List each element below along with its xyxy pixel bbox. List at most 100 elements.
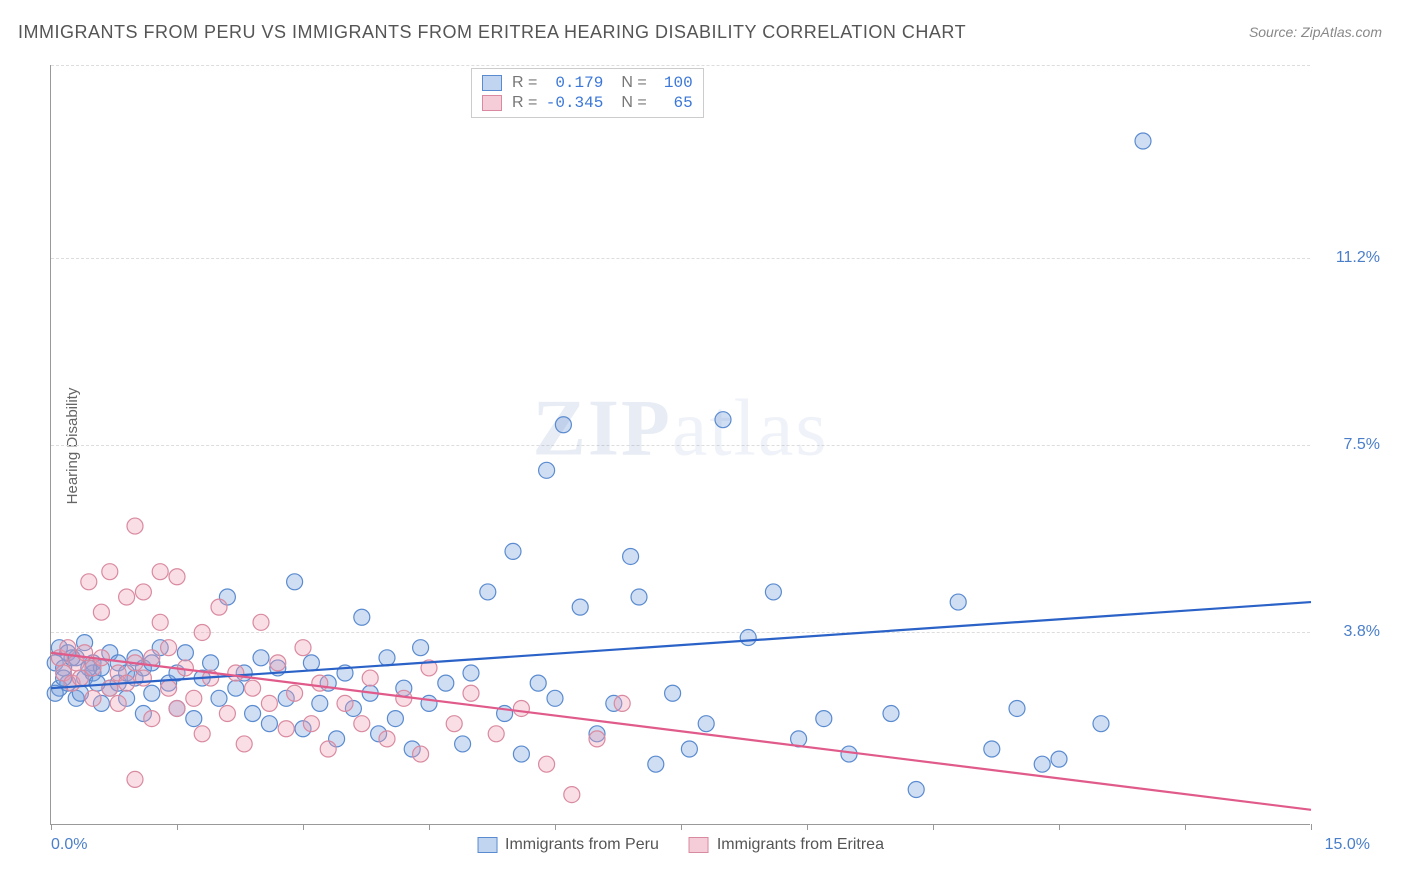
stat-r-label: R = bbox=[512, 74, 537, 92]
x-tick-max-label: 15.0% bbox=[1325, 836, 1370, 854]
scatter-point bbox=[488, 726, 504, 742]
scatter-point bbox=[295, 640, 311, 656]
scatter-point bbox=[127, 518, 143, 534]
scatter-point bbox=[152, 564, 168, 580]
scatter-point bbox=[1009, 700, 1025, 716]
scatter-point bbox=[623, 548, 639, 564]
stats-legend-row: R = 0.179 N = 100 bbox=[482, 73, 693, 93]
scatter-point bbox=[354, 716, 370, 732]
x-tick-min-label: 0.0% bbox=[51, 836, 87, 854]
scatter-point bbox=[102, 564, 118, 580]
stat-r-value: -0.345 bbox=[543, 94, 603, 112]
scatter-point bbox=[413, 640, 429, 656]
scatter-point bbox=[287, 574, 303, 590]
scatter-point bbox=[908, 782, 924, 798]
stat-n-value: 100 bbox=[653, 74, 693, 92]
trend-line bbox=[51, 653, 1311, 810]
legend-swatch bbox=[482, 95, 502, 111]
scatter-point bbox=[152, 614, 168, 630]
scatter-point bbox=[1034, 756, 1050, 772]
scatter-point bbox=[144, 711, 160, 727]
scatter-point bbox=[177, 645, 193, 661]
scatter-point bbox=[463, 685, 479, 701]
stat-r-value: 0.179 bbox=[543, 74, 603, 92]
scatter-point bbox=[463, 665, 479, 681]
scatter-point bbox=[614, 695, 630, 711]
scatter-point bbox=[413, 746, 429, 762]
scatter-point bbox=[513, 700, 529, 716]
scatter-point bbox=[253, 650, 269, 666]
scatter-point bbox=[186, 711, 202, 727]
scatter-point bbox=[211, 599, 227, 615]
scatter-point bbox=[539, 756, 555, 772]
scatter-point bbox=[303, 716, 319, 732]
scatter-point bbox=[1093, 716, 1109, 732]
scatter-point bbox=[270, 655, 286, 671]
scatter-point bbox=[765, 584, 781, 600]
scatter-point bbox=[1135, 133, 1151, 149]
scatter-point bbox=[539, 462, 555, 478]
scatter-point bbox=[144, 650, 160, 666]
scatter-point bbox=[85, 690, 101, 706]
scatter-point bbox=[555, 417, 571, 433]
scatter-point bbox=[841, 746, 857, 762]
scatter-point bbox=[589, 731, 605, 747]
scatter-point bbox=[438, 675, 454, 691]
x-tick bbox=[1185, 824, 1186, 830]
scatter-point bbox=[480, 584, 496, 600]
scatter-point bbox=[312, 675, 328, 691]
scatter-point bbox=[287, 685, 303, 701]
scatter-point bbox=[110, 695, 126, 711]
scatter-point bbox=[303, 655, 319, 671]
x-tick bbox=[177, 824, 178, 830]
scatter-point bbox=[186, 690, 202, 706]
stat-r-label: R = bbox=[512, 94, 537, 112]
scatter-point bbox=[446, 716, 462, 732]
scatter-point bbox=[379, 731, 395, 747]
scatter-point bbox=[228, 680, 244, 696]
scatter-point bbox=[421, 695, 437, 711]
scatter-point bbox=[261, 716, 277, 732]
y-tick-label: 11.2% bbox=[1320, 249, 1380, 267]
scatter-point bbox=[161, 680, 177, 696]
x-tick bbox=[555, 824, 556, 830]
scatter-point bbox=[572, 599, 588, 615]
scatter-point bbox=[648, 756, 664, 772]
scatter-point bbox=[245, 680, 261, 696]
scatter-point bbox=[194, 624, 210, 640]
stats-legend-row: R = -0.345 N = 65 bbox=[482, 93, 693, 113]
legend-swatch bbox=[689, 837, 709, 853]
x-tick bbox=[303, 824, 304, 830]
stat-n-label: N = bbox=[621, 74, 646, 92]
scatter-point bbox=[547, 690, 563, 706]
scatter-point bbox=[387, 711, 403, 727]
scatter-point bbox=[715, 412, 731, 428]
scatter-point bbox=[236, 736, 252, 752]
scatter-point bbox=[950, 594, 966, 610]
plot-area: ZIPatlas R =0.179N =100R =-0.345N =65 Im… bbox=[50, 65, 1310, 825]
stats-legend-box: R = 0.179 N = 100 R = -0.345 N = 65 bbox=[471, 68, 704, 118]
chart-source: Source: ZipAtlas.com bbox=[1249, 24, 1382, 40]
scatter-point bbox=[169, 700, 185, 716]
stat-n-value: 65 bbox=[653, 94, 693, 112]
scatter-point bbox=[219, 706, 235, 722]
scatter-point bbox=[102, 680, 118, 696]
scatter-point bbox=[505, 543, 521, 559]
scatter-point bbox=[135, 670, 151, 686]
scatter-point bbox=[203, 655, 219, 671]
x-tick bbox=[807, 824, 808, 830]
scatter-point bbox=[312, 695, 328, 711]
y-tick-label: 7.5% bbox=[1320, 436, 1380, 454]
x-tick bbox=[681, 824, 682, 830]
legend-swatch bbox=[477, 837, 497, 853]
scatter-point bbox=[354, 609, 370, 625]
scatter-point bbox=[261, 695, 277, 711]
series-legend: Immigrants from PeruImmigrants from Erit… bbox=[477, 836, 884, 854]
x-tick bbox=[1059, 824, 1060, 830]
scatter-point bbox=[362, 670, 378, 686]
scatter-point bbox=[337, 695, 353, 711]
scatter-point bbox=[93, 604, 109, 620]
stat-n-label: N = bbox=[621, 94, 646, 112]
scatter-point bbox=[320, 741, 336, 757]
scatter-point bbox=[455, 736, 471, 752]
